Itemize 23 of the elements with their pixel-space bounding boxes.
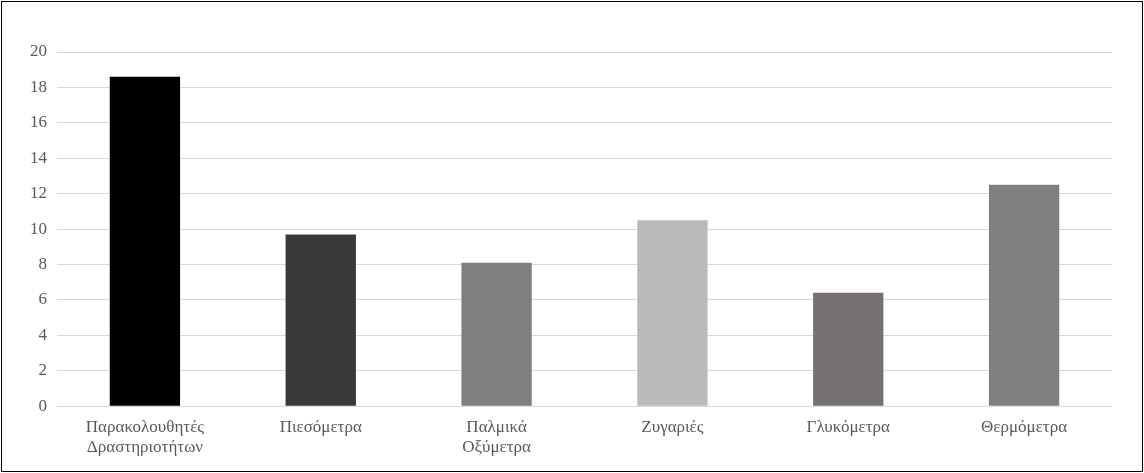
bar — [461, 262, 532, 406]
bar — [637, 220, 708, 406]
bar — [813, 292, 884, 406]
y-tick-label: 18 — [30, 76, 47, 96]
y-tick-label: 8 — [38, 253, 47, 273]
y-tick-label: 4 — [38, 324, 48, 344]
y-tick-label: 20 — [30, 41, 47, 61]
y-tick-label: 16 — [30, 112, 47, 132]
y-tick-label: 14 — [30, 147, 48, 167]
y-tick-label: 2 — [38, 360, 47, 380]
y-tick-label: 0 — [38, 395, 47, 415]
y-tick-label: 10 — [30, 218, 47, 238]
x-tick-label: Θερμόμετρα — [981, 416, 1068, 436]
bar — [988, 184, 1060, 406]
bar — [285, 234, 356, 406]
x-tick-label: Παλμικά Οξύμετρα — [462, 416, 532, 457]
x-tick-label: Πιεσόμετρα — [279, 416, 362, 436]
bar — [109, 76, 181, 406]
y-tick-label: 12 — [30, 183, 47, 203]
x-tick-label: Ζυγαριές — [641, 416, 704, 436]
x-tick-label: Παρακολουθητές Δραστηριοτήτων — [85, 416, 205, 457]
y-tick-label: 6 — [38, 289, 47, 309]
x-tick-label: Γλυκόμετρα — [806, 416, 891, 436]
